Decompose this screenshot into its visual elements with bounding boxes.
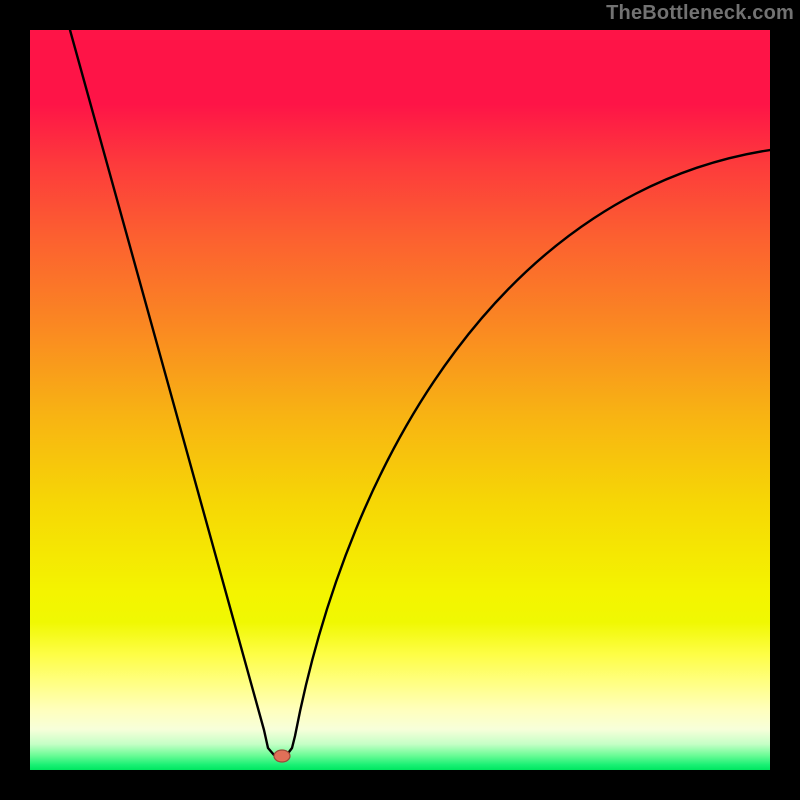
- bottleneck-curve: [30, 30, 770, 770]
- watermark-text: TheBottleneck.com: [606, 2, 794, 25]
- chart-container: TheBottleneck.com: [0, 0, 800, 800]
- plot-area: [30, 30, 770, 770]
- optimum-marker: [274, 750, 290, 762]
